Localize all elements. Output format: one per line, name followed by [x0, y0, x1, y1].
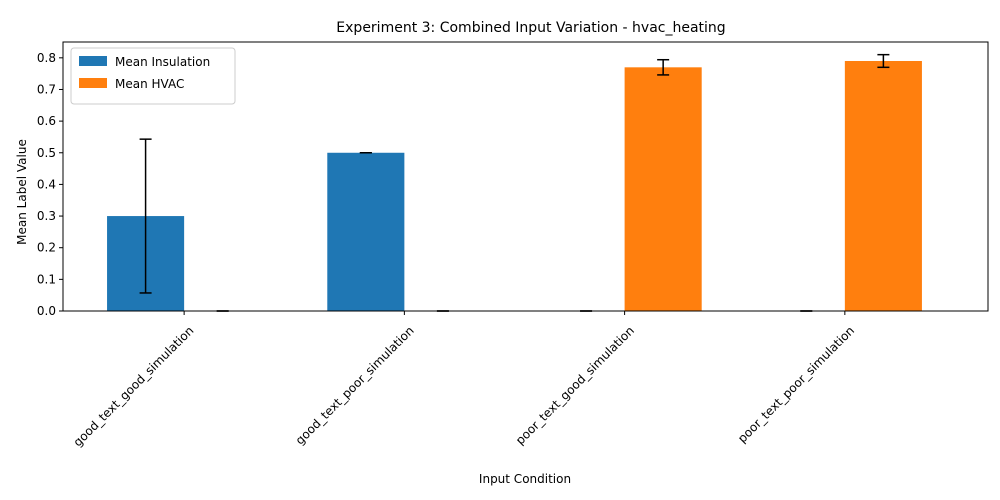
- legend-label: Mean Insulation: [115, 55, 210, 69]
- legend-label: Mean HVAC: [115, 77, 184, 91]
- y-tick-label: 0.6: [37, 114, 56, 128]
- y-tick-label: 0.5: [37, 146, 56, 160]
- x-tick-label: poor_text_good_simulation: [513, 323, 637, 447]
- y-tick-label: 0.0: [37, 304, 56, 318]
- y-tick-label: 0.7: [37, 82, 56, 96]
- bar: [624, 67, 702, 311]
- axes-frame: [62, 41, 989, 312]
- legend: Mean Insulation Mean HVAC: [70, 47, 236, 105]
- bar: [327, 152, 405, 311]
- chart-title: Experiment 3: Combined Input Variation -…: [336, 20, 725, 36]
- x-tick-label: good_text_good_simulation: [71, 323, 197, 449]
- y-axis-label: Mean Label Value: [15, 139, 29, 245]
- error-bar: [877, 53, 890, 69]
- error-bar: [139, 138, 152, 294]
- y-tick-label: 0.4: [37, 177, 56, 191]
- y-tick-label: 0.1: [37, 272, 56, 286]
- legend-swatch: [79, 56, 107, 66]
- y-tick-label: 0.2: [37, 241, 56, 255]
- bar: [844, 60, 922, 311]
- y-tick-label: 0.8: [37, 51, 56, 65]
- legend-box: [70, 47, 236, 105]
- x-tick-label: poor_text_poor_simulation: [735, 323, 857, 445]
- legend-swatch: [79, 78, 107, 88]
- x-axis-label: Input Condition: [479, 472, 571, 486]
- x-tick-label: good_text_poor_simulation: [293, 323, 417, 447]
- y-tick-label: 0.3: [37, 209, 56, 223]
- error-bar: [657, 58, 670, 76]
